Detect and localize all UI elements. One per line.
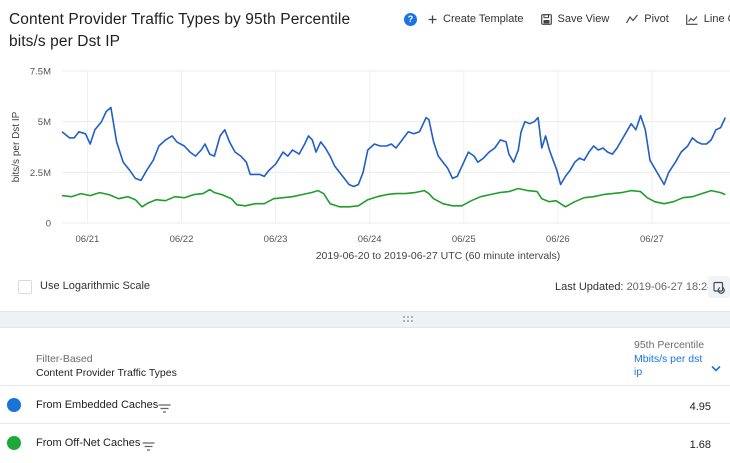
panel-resize-handle[interactable] — [0, 311, 730, 328]
line-chart-label: Line Chart — [703, 13, 730, 25]
metric-header-line-1: Mbits/s per dst — [634, 352, 703, 365]
y-tick-label: 7.5M — [30, 67, 51, 78]
table-row[interactable]: From Off-Net Caches 1.68 — [0, 425, 730, 461]
table-row[interactable]: From Embedded Caches 4.95 — [0, 387, 730, 423]
y-tick-label: 5M — [38, 117, 51, 128]
grip-icon — [403, 316, 413, 322]
x-tick-label: 06/26 — [546, 234, 570, 245]
last-updated-label: Last Updated: — [555, 281, 624, 293]
last-updated-value: 2019-06-27 18:24 — [626, 281, 714, 293]
sort-descending-icon[interactable] — [711, 365, 721, 372]
save-view-button[interactable]: Save View — [540, 13, 610, 25]
log-scale-checkbox[interactable] — [18, 280, 32, 294]
series-color-dot — [7, 436, 21, 450]
y-tick-label: 2.5M — [30, 168, 51, 179]
refresh-icon — [712, 281, 725, 294]
row-label: From Embedded Caches — [36, 399, 159, 411]
dimension-header-main: Content Provider Traffic Types — [36, 367, 177, 379]
create-template-button[interactable]: Create Template — [428, 13, 524, 25]
pivot-icon — [626, 14, 639, 24]
page-title: Content Provider Traffic Types by 95th P… — [9, 9, 389, 53]
series-color-dot — [7, 398, 21, 412]
row-label: From Off-Net Caches — [36, 437, 141, 449]
y-axis-title: bits/s per Dst IP — [11, 111, 22, 182]
row-divider — [0, 423, 730, 424]
filter-icon[interactable] — [158, 404, 171, 413]
refresh-button[interactable] — [708, 276, 730, 298]
save-icon — [540, 13, 552, 25]
series-line — [61, 187, 726, 208]
x-tick-label: 06/24 — [358, 234, 382, 245]
metric-column-header[interactable]: 95th Percentile Mbits/s per dst ip — [634, 339, 714, 380]
y-tick-label: 0 — [46, 219, 51, 230]
line-chart-icon — [685, 14, 698, 25]
save-view-label: Save View — [557, 13, 610, 25]
last-updated: Last Updated: 2019-06-27 18:24 — [555, 281, 713, 293]
x-tick-label: 06/21 — [76, 234, 100, 245]
log-scale-label: Use Logarithmic Scale — [40, 280, 151, 292]
toolbar: ? Create Template Save View Pivot Line C… — [404, 9, 730, 29]
row-divider — [0, 385, 730, 386]
metric-header-sub: 95th Percentile — [634, 339, 705, 351]
x-tick-label: 06/23 — [264, 234, 288, 245]
dimension-column-header: Filter-Based Content Provider Traffic Ty… — [36, 352, 177, 380]
pivot-label: Pivot — [644, 13, 669, 25]
metric-header-line-2: ip — [634, 366, 643, 378]
pivot-button[interactable]: Pivot — [626, 13, 669, 25]
x-tick-label: 06/22 — [170, 234, 194, 245]
traffic-line-chart[interactable]: 0 2.5M 5M 7.5M 06/21 06/22 06/23 06/24 06/25 06/2… — [0, 55, 730, 265]
create-template-label: Create Template — [443, 13, 524, 25]
filter-icon[interactable] — [142, 442, 155, 451]
plus-icon — [428, 15, 437, 23]
dimension-header-sub: Filter-Based — [36, 353, 93, 365]
row-value: 1.68 — [689, 439, 711, 451]
x-axis-title: 2019-06-20 to 2019-06-27 UTC (60 minute … — [316, 250, 561, 262]
x-tick-label: 06/27 — [640, 234, 664, 245]
line-chart-button[interactable]: Line Chart — [685, 13, 730, 25]
row-value: 4.95 — [689, 401, 711, 413]
title-line-2: bits/s per Dst IP — [9, 33, 121, 50]
help-icon[interactable]: ? — [404, 12, 417, 26]
x-tick-label: 06/25 — [452, 234, 476, 245]
title-line-1: Content Provider Traffic Types by 95th P… — [9, 11, 351, 28]
series-line — [61, 106, 727, 188]
